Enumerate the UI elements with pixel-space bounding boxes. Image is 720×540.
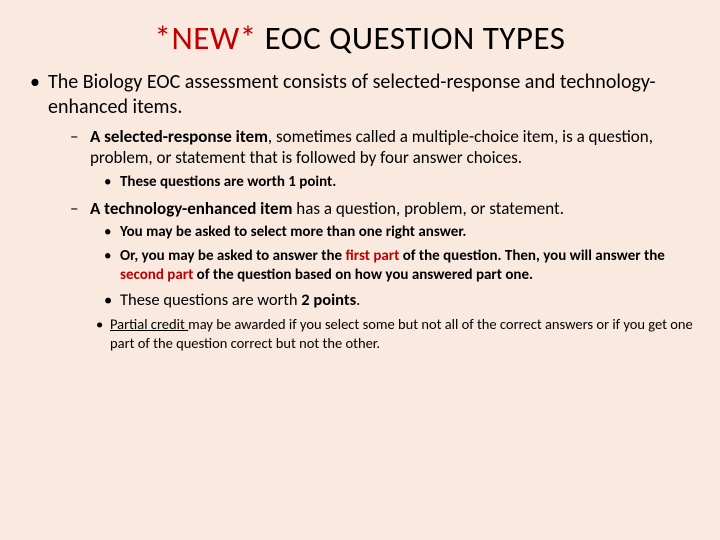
slide-title: *NEW* EOC QUESTION TYPES [20,18,700,58]
bullet-level-1: The Biology EOC assessment consists of s… [20,70,700,353]
bullet-level-3: These questions are worth 1 point. [90,173,700,193]
partial-rest: may be awarded if you select some but no… [110,315,693,352]
tech-worth: These questions are worth 2 points. [120,290,700,311]
bullet-level-4: Partial credit may be awarded if you sel… [90,315,700,353]
tech-sub2-a: Or, you may be asked to answer the [120,247,345,265]
tech-enhanced-rest: has a question, problem, or statement. [292,198,564,219]
partial-underline: Partial credit [110,315,188,333]
title-new: *NEW* [155,18,265,58]
tech-enhanced-bold: A technology-enhanced item [90,198,292,219]
partial-credit: Partial credit may be awarded if you sel… [110,315,700,353]
tech-worth-b: 2 points [301,290,356,310]
tech-sub2-second: second part [120,266,193,284]
tech-sub1: You may be asked to select more than one… [120,223,700,243]
title-rest: EOC QUESTION TYPES [265,18,566,58]
tech-sub2-c: of the question based on how you answere… [193,266,533,284]
tech-sub2-first: first part [345,247,399,265]
tech-enhanced-item: A technology-enhanced item has a questio… [90,198,700,353]
intro-text: The Biology EOC assessment consists of s… [48,70,656,119]
bullet-level-3c: These questions are worth 2 points. [90,290,700,311]
bullet-level-3b: You may be asked to select more than one… [90,223,700,286]
tech-worth-a: These questions are worth [120,290,301,310]
tech-sub2-b: of the question. Then, you will answer t… [399,247,664,265]
tech-worth-c: . [356,290,360,310]
selected-response-worth: These questions are worth 1 point. [120,173,700,193]
bullet-level-2: A selected-response item, sometimes call… [48,126,700,353]
intro-item: The Biology EOC assessment consists of s… [48,70,700,353]
selected-response-bold: A selected-response item [90,126,268,147]
tech-sub2: Or, you may be asked to answer the first… [120,247,700,286]
selected-response-item: A selected-response item, sometimes call… [90,126,700,192]
